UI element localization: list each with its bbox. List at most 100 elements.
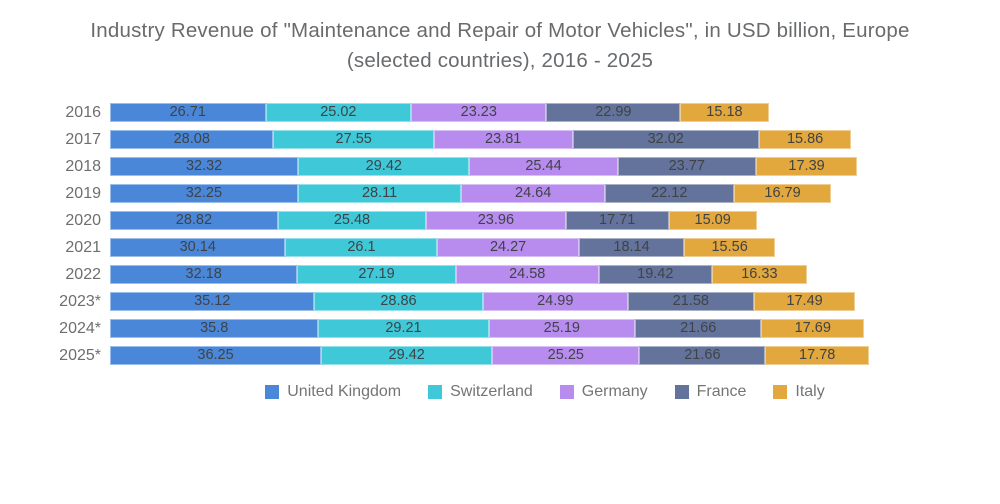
bar-segment-france[interactable]: 22.12 bbox=[604, 184, 734, 204]
bar-segment-germany[interactable]: 24.27 bbox=[437, 238, 579, 258]
bar-segment-france[interactable]: 21.66 bbox=[635, 319, 762, 339]
bar-segment-switzerland[interactable]: 29.42 bbox=[321, 346, 493, 366]
bar-segment-united-kingdom[interactable]: 30.14 bbox=[110, 238, 286, 258]
bar-segment-italy[interactable]: 17.78 bbox=[765, 346, 869, 366]
bar-segment-france[interactable]: 19.42 bbox=[598, 265, 712, 285]
bar-segment-germany[interactable]: 25.19 bbox=[488, 319, 636, 339]
bar-segment-germany[interactable]: 25.44 bbox=[469, 157, 618, 177]
bar-segment-france[interactable]: 21.66 bbox=[639, 346, 766, 366]
bar-segment-switzerland[interactable]: 29.21 bbox=[318, 319, 489, 339]
bar-segment-switzerland[interactable]: 25.48 bbox=[277, 211, 427, 231]
bar-segment-france[interactable]: 18.14 bbox=[578, 238, 685, 258]
legend-label: Switzerland bbox=[450, 383, 533, 401]
stacked-bar: 28.08 27.55 23.81 32.02 15.86 bbox=[110, 130, 852, 150]
year-label: 2016 bbox=[65, 104, 101, 122]
legend-swatch-icon bbox=[559, 385, 574, 400]
bar-segment-italy[interactable]: 17.49 bbox=[753, 292, 856, 312]
bar-segment-germany[interactable]: 23.23 bbox=[411, 103, 547, 123]
stacked-bar-chart: 2016 26.71 25.02 23.23 22.99 15.18 2017 28.08 27… bbox=[0, 103, 1000, 366]
bar-segment-france[interactable]: 17.71 bbox=[565, 211, 669, 231]
stacked-bar: 28.82 25.48 23.96 17.71 15.09 bbox=[110, 211, 757, 231]
bar-segment-united-kingdom[interactable]: 35.12 bbox=[110, 292, 315, 312]
legend-swatch-icon bbox=[265, 385, 280, 400]
stacked-bar: 35.12 28.86 24.99 21.58 17.49 bbox=[110, 292, 856, 312]
year-label: 2019 bbox=[65, 185, 101, 203]
stacked-bar: 30.14 26.1 24.27 18.14 15.56 bbox=[110, 238, 775, 258]
bar-segment-germany[interactable]: 24.58 bbox=[455, 265, 599, 285]
year-label: 2017 bbox=[65, 131, 101, 149]
bar-segment-switzerland[interactable]: 29.42 bbox=[298, 157, 470, 177]
bar-segment-switzerland[interactable]: 26.1 bbox=[285, 238, 438, 258]
chart-row: 2019 32.25 28.11 24.64 22.12 16.79 bbox=[0, 184, 1000, 204]
bar-segment-france[interactable]: 21.58 bbox=[628, 292, 754, 312]
legend-item-united-kingdom[interactable]: United Kingdom bbox=[265, 383, 401, 401]
bar-segment-italy[interactable]: 17.69 bbox=[761, 319, 865, 339]
chart-row: 2022 32.18 27.19 24.58 19.42 16.33 bbox=[0, 265, 1000, 285]
legend-label: France bbox=[696, 383, 747, 401]
bar-segment-united-kingdom[interactable]: 32.32 bbox=[110, 157, 299, 177]
year-label: 2023* bbox=[59, 293, 101, 311]
bar-segment-france[interactable]: 23.77 bbox=[617, 157, 756, 177]
legend: United Kingdom Switzerland Germany France It… bbox=[90, 383, 1000, 401]
chart-row: 2025* 36.25 29.42 25.25 21.66 17.78 bbox=[0, 346, 1000, 366]
bar-segment-united-kingdom[interactable]: 35.8 bbox=[110, 319, 319, 339]
bar-segment-italy[interactable]: 15.18 bbox=[680, 103, 769, 123]
bar-segment-france[interactable]: 32.02 bbox=[572, 130, 759, 150]
chart-row: 2018 32.32 29.42 25.44 23.77 17.39 bbox=[0, 157, 1000, 177]
chart-row: 2024* 35.8 29.21 25.19 21.66 17.69 bbox=[0, 319, 1000, 339]
bar-segment-germany[interactable]: 24.64 bbox=[461, 184, 605, 204]
bar-segment-united-kingdom[interactable]: 36.25 bbox=[110, 346, 322, 366]
bar-segment-italy[interactable]: 16.79 bbox=[733, 184, 832, 204]
stacked-bar: 32.32 29.42 25.44 23.77 17.39 bbox=[110, 157, 858, 177]
year-label: 2024* bbox=[59, 320, 101, 338]
bar-segment-united-kingdom[interactable]: 28.82 bbox=[110, 211, 278, 231]
bar-segment-germany[interactable]: 25.25 bbox=[492, 346, 640, 366]
bar-segment-italy[interactable]: 15.09 bbox=[668, 211, 757, 231]
bar-segment-switzerland[interactable]: 28.86 bbox=[314, 292, 483, 312]
legend-item-italy[interactable]: Italy bbox=[773, 383, 825, 401]
legend-label: Italy bbox=[795, 383, 825, 401]
year-label: 2025* bbox=[59, 347, 101, 365]
chart-row: 2021 30.14 26.1 24.27 18.14 15.56 bbox=[0, 238, 1000, 258]
bar-segment-italy[interactable]: 16.33 bbox=[711, 265, 807, 285]
chart-title: Industry Revenue of "Maintenance and Rep… bbox=[0, 16, 1000, 75]
legend-swatch-icon bbox=[674, 385, 689, 400]
bar-segment-italy[interactable]: 15.86 bbox=[758, 130, 852, 150]
stacked-bar: 36.25 29.42 25.25 21.66 17.78 bbox=[110, 346, 869, 366]
bar-segment-united-kingdom[interactable]: 26.71 bbox=[110, 103, 266, 123]
bar-segment-germany[interactable]: 23.81 bbox=[433, 130, 573, 150]
legend-item-switzerland[interactable]: Switzerland bbox=[428, 383, 533, 401]
chart-row: 2017 28.08 27.55 23.81 32.02 15.86 bbox=[0, 130, 1000, 150]
year-label: 2022 bbox=[65, 266, 101, 284]
stacked-bar: 26.71 25.02 23.23 22.99 15.18 bbox=[110, 103, 769, 123]
bar-segment-switzerland[interactable]: 25.02 bbox=[265, 103, 412, 123]
bar-segment-switzerland[interactable]: 27.19 bbox=[297, 265, 456, 285]
legend-item-germany[interactable]: Germany bbox=[559, 383, 648, 401]
legend-swatch-icon bbox=[773, 385, 788, 400]
bar-segment-united-kingdom[interactable]: 28.08 bbox=[110, 130, 274, 150]
year-label: 2018 bbox=[65, 158, 101, 176]
chart-title-line1: Industry Revenue of "Maintenance and Rep… bbox=[90, 19, 910, 42]
legend-label: United Kingdom bbox=[287, 383, 402, 401]
bar-segment-switzerland[interactable]: 28.11 bbox=[297, 184, 462, 204]
legend-swatch-icon bbox=[428, 385, 443, 400]
bar-segment-italy[interactable]: 15.56 bbox=[684, 238, 775, 258]
legend-item-france[interactable]: France bbox=[674, 383, 747, 401]
stacked-bar: 32.25 28.11 24.64 22.12 16.79 bbox=[110, 184, 832, 204]
bar-segment-switzerland[interactable]: 27.55 bbox=[273, 130, 434, 150]
chart-row: 2023* 35.12 28.86 24.99 21.58 17.49 bbox=[0, 292, 1000, 312]
bar-segment-germany[interactable]: 24.99 bbox=[482, 292, 628, 312]
year-label: 2020 bbox=[65, 212, 101, 230]
chart-row: 2016 26.71 25.02 23.23 22.99 15.18 bbox=[0, 103, 1000, 123]
bar-segment-united-kingdom[interactable]: 32.18 bbox=[110, 265, 298, 285]
legend-label: Germany bbox=[581, 383, 648, 401]
bar-segment-france[interactable]: 22.99 bbox=[546, 103, 681, 123]
stacked-bar: 32.18 27.19 24.58 19.42 16.33 bbox=[110, 265, 807, 285]
bar-segment-united-kingdom[interactable]: 32.25 bbox=[110, 184, 298, 204]
bar-segment-italy[interactable]: 17.39 bbox=[755, 157, 858, 177]
year-label: 2021 bbox=[65, 239, 101, 257]
stacked-bar: 35.8 29.21 25.19 21.66 17.69 bbox=[110, 319, 865, 339]
bar-segment-germany[interactable]: 23.96 bbox=[426, 211, 566, 231]
chart-row: 2020 28.82 25.48 23.96 17.71 15.09 bbox=[0, 211, 1000, 231]
